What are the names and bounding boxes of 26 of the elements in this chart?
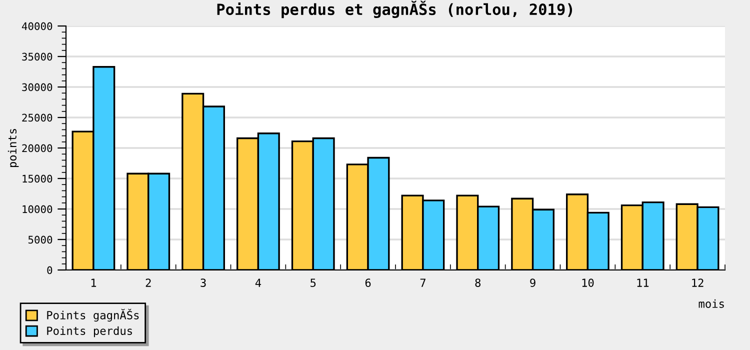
legend-label: Points perdus <box>47 326 132 338</box>
y-tick-label: 35000 <box>22 52 52 61</box>
x-tick-label: 6 <box>365 278 371 287</box>
x-tick-label: 9 <box>530 278 536 287</box>
y-tick-label: 15000 <box>22 174 52 183</box>
x-tick-label: 10 <box>582 278 594 287</box>
y-tick-label: 40000 <box>22 22 52 30</box>
x-axis-title: mois <box>698 299 724 308</box>
y-tick-label: 25000 <box>22 114 52 122</box>
legend-label: Points gagnĂŠs <box>47 308 139 322</box>
x-tick-label: 3 <box>200 278 206 287</box>
y-axis-title: points <box>8 129 19 168</box>
x-tick-label: 11 <box>637 278 649 287</box>
y-tick-label: 5000 <box>28 236 52 244</box>
x-tick-label: 2 <box>146 278 151 287</box>
y-tick-label: 20000 <box>22 144 52 152</box>
y-tick-label: 30000 <box>22 83 52 92</box>
y-tick-label: 0 <box>47 266 52 274</box>
x-tick-label: 8 <box>475 278 481 287</box>
x-tick-label: 7 <box>420 278 426 287</box>
x-tick-label: 1 <box>91 278 96 287</box>
x-tick-label: 5 <box>310 278 316 287</box>
chart-title: Points perdus et gagnĂŠs (norlou, 2019) <box>217 0 572 18</box>
x-tick-label: 12 <box>692 278 704 287</box>
x-tick-label: 4 <box>255 278 262 287</box>
y-tick-label: 10000 <box>22 205 52 214</box>
